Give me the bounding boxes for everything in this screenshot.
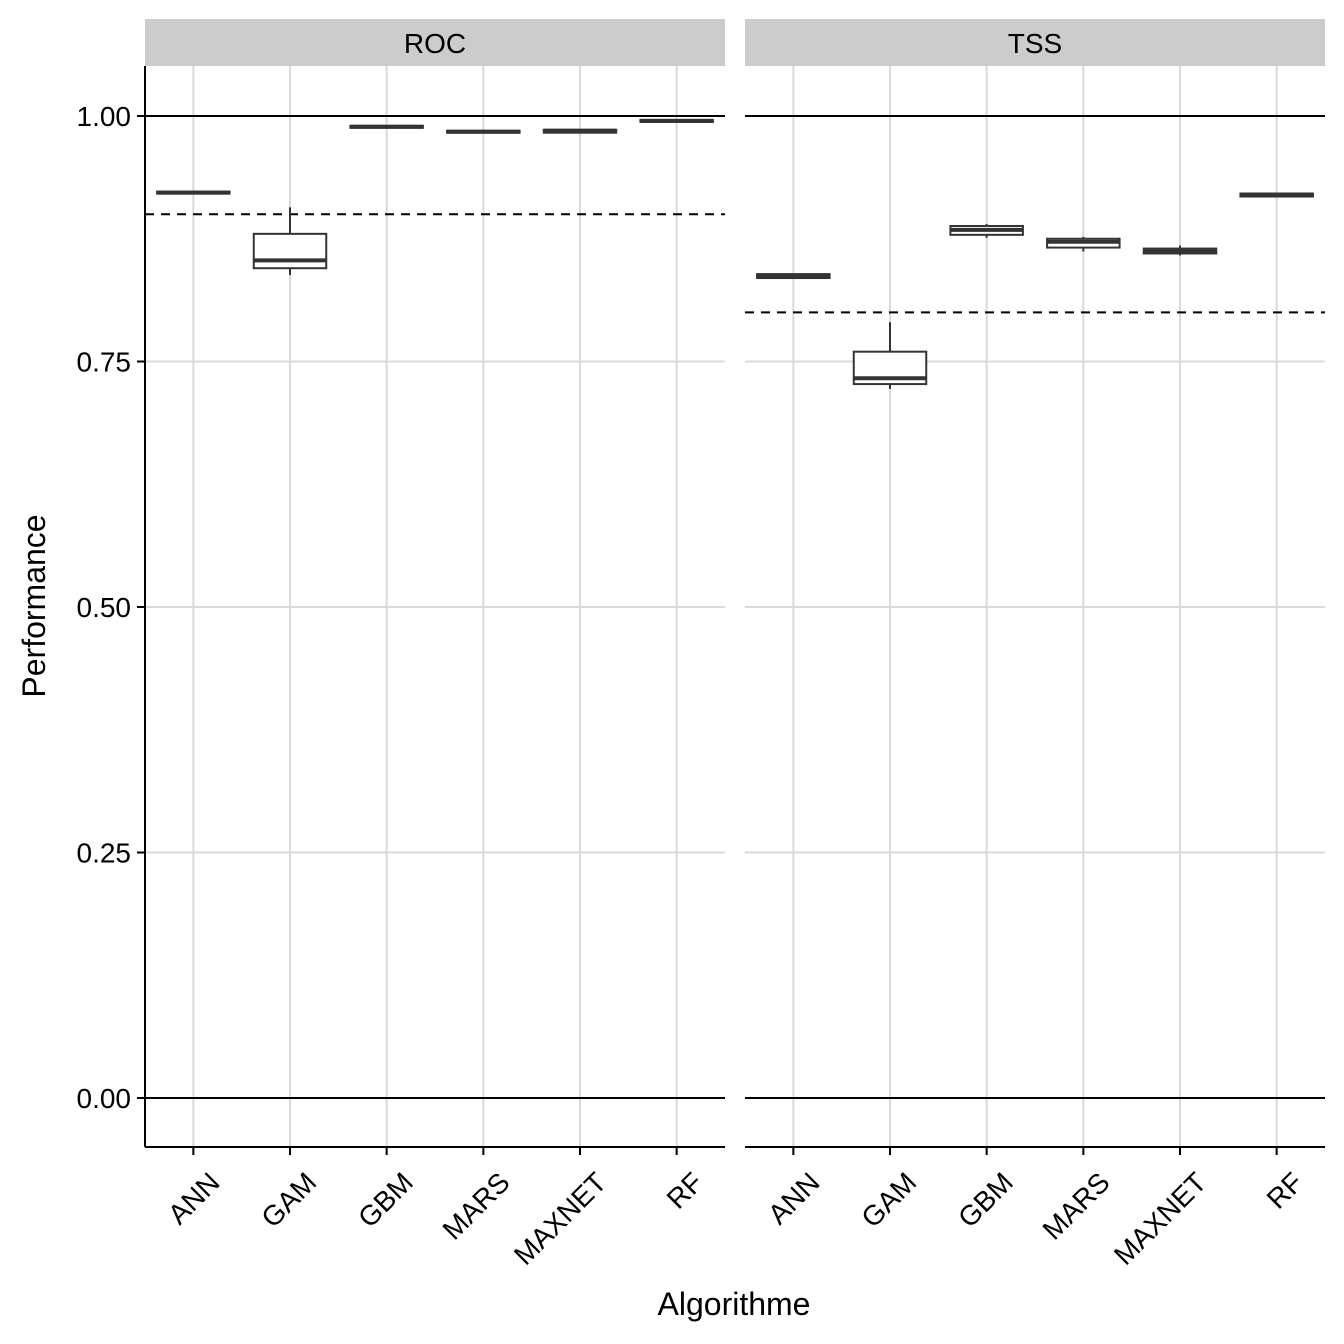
x-tick-label: MARS [437,1166,516,1245]
x-tick-label: GBM [952,1166,1019,1233]
x-tick-label: GAM [255,1166,322,1233]
box-ann [756,273,831,280]
y-tick-label: 0.50 [77,592,132,623]
x-tick-label: MARS [1037,1166,1116,1245]
box-mars [1046,236,1121,252]
x-tick-label: GBM [352,1166,419,1233]
box-gam [852,322,928,389]
facet-strip-label: TSS [1008,28,1062,59]
y-tick-label: 0.75 [77,347,132,378]
box-gam [252,207,328,276]
y-tick-label: 0.25 [77,838,132,869]
y-tick-label: 0.00 [77,1083,132,1114]
x-tick-label: RF [1261,1166,1309,1214]
x-tick-label: RF [661,1166,709,1214]
box-iqr [252,232,328,270]
y-tick-label: 1.00 [77,101,132,132]
x-axis-label: Algorithme [658,1286,811,1322]
x-tick-label: ANN [162,1166,226,1230]
box-gbm [349,124,424,129]
box-mars [446,129,521,134]
box-maxnet [1142,245,1218,256]
facet-strip [745,19,1325,66]
box-rf [639,118,714,123]
x-tick-label: MAXNET [1108,1166,1212,1270]
box-rf [1239,192,1314,198]
box-gbm [949,224,1024,238]
x-tick-label: ANN [762,1166,826,1230]
y-axis-label: Performance [16,514,52,697]
facet-strip [145,19,725,66]
x-tick-label: MAXNET [508,1166,612,1270]
box-maxnet [542,128,618,134]
facet-strip-label: ROC [404,28,466,59]
x-tick-label: GAM [855,1166,922,1233]
box-ann [156,190,231,195]
